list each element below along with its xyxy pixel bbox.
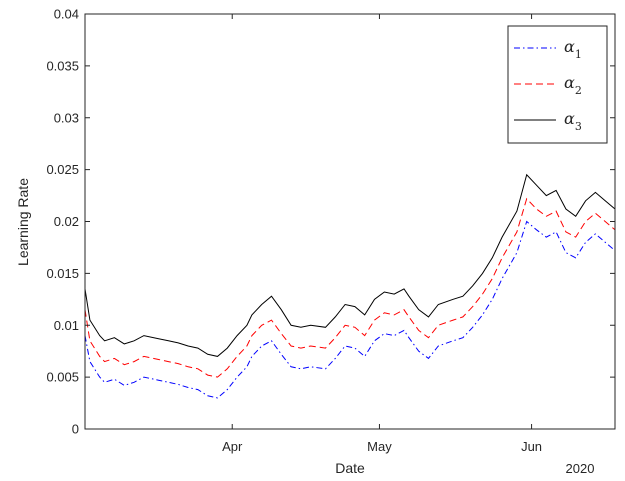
axes-layer: 0 0.005 0.01 0.015 0.02 0.025 0.03 0.035 0.04 Apr… — [46, 7, 616, 454]
x-tick-label: Jun — [521, 439, 542, 454]
series-line-3 — [84, 173, 616, 357]
y-tick-label: 0.025 — [46, 162, 79, 177]
y-tick-label: 0.005 — [46, 370, 79, 385]
series-line-1 — [84, 220, 616, 399]
series-layer — [84, 173, 616, 399]
x-tick-label: May — [367, 439, 392, 454]
legend-box — [507, 25, 608, 144]
y-tick-label: 0.03 — [54, 110, 79, 125]
y-tick-label: 0.04 — [54, 7, 79, 22]
x-axis-title: Date — [335, 460, 365, 476]
x-tick-label: Apr — [222, 439, 243, 454]
y-tick-label: 0.01 — [54, 318, 79, 333]
y-tick-label: 0.02 — [54, 214, 79, 229]
x-axis-year-label: 2020 — [566, 461, 595, 476]
y-axis-title: Learning Rate — [15, 178, 31, 266]
y-tick-label: 0.015 — [46, 266, 79, 281]
series-line-2 — [84, 197, 616, 378]
y-tick-label: 0 — [72, 422, 79, 437]
y-tick-label: 0.035 — [46, 58, 79, 73]
